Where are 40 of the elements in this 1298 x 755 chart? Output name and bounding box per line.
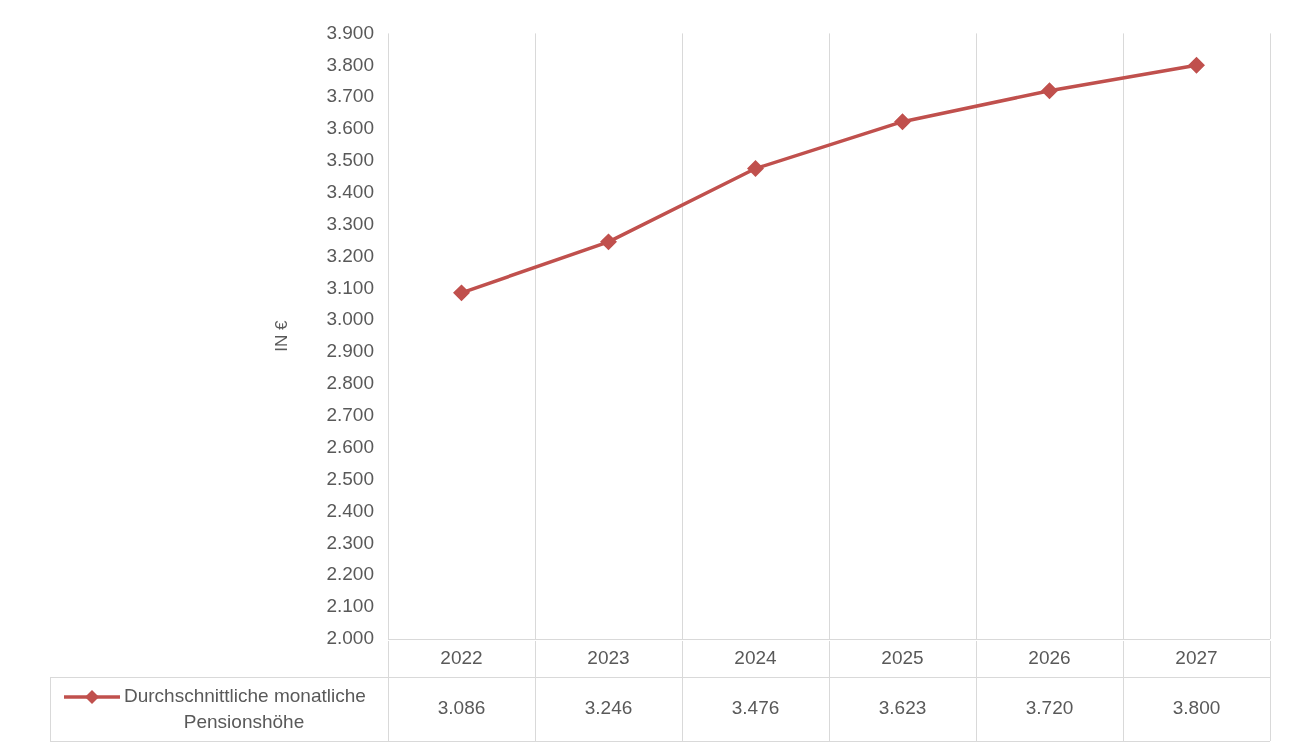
y-tick-label: 2.100 xyxy=(326,595,374,617)
data-label: 3.086 xyxy=(437,697,486,719)
point xyxy=(747,160,764,177)
y-tick-label: 3.200 xyxy=(326,244,374,266)
point xyxy=(1041,83,1058,99)
y-tick-label: 2.900 xyxy=(326,340,374,362)
x-tick-label: 2024 xyxy=(734,646,778,668)
data-label: 3.476 xyxy=(731,697,780,719)
data-label: 3.720 xyxy=(1025,697,1074,719)
y-tick-label: 3.600 xyxy=(326,117,374,139)
x-tick-label: 2025 xyxy=(881,646,924,668)
y-tick-label: 2.400 xyxy=(326,499,374,521)
y-tick-label: 3.100 xyxy=(326,276,374,298)
y-tick-label: 2.800 xyxy=(326,372,374,394)
x-tick-label: 2023 xyxy=(587,646,630,668)
x-tick-label: 2027 xyxy=(1175,646,1218,668)
y-axis-title: IN € xyxy=(271,320,291,352)
y-tick-label: 2.000 xyxy=(326,627,374,649)
y-tick-label: 3.000 xyxy=(326,308,374,330)
data-label: 3.623 xyxy=(878,697,927,719)
y-tick-label: 3.900 xyxy=(326,21,374,43)
legend-label: Durchschnittliche monatliche Pensionshöhe xyxy=(124,685,366,733)
point xyxy=(453,285,470,301)
data-label: 3.246 xyxy=(584,697,633,719)
x-tick-label: 2026 xyxy=(1028,646,1071,668)
point xyxy=(894,113,911,130)
point xyxy=(600,234,617,250)
x-tick-label: 2022 xyxy=(440,646,483,668)
y-tick-label: 2.300 xyxy=(326,531,374,553)
y-tick-label: 3.400 xyxy=(326,181,374,202)
y-tick-label: 3.300 xyxy=(326,212,374,234)
y-tick-label: 2.500 xyxy=(326,467,374,489)
y-tick-label: 2.600 xyxy=(326,435,374,457)
y-tick-label: 3.500 xyxy=(326,149,374,171)
y-tick-label: 3.800 xyxy=(326,53,374,75)
y-tick-label: 3.700 xyxy=(326,85,374,107)
y-tick-label: 2.200 xyxy=(326,563,374,585)
y-tick-label: 2.700 xyxy=(326,404,374,426)
point xyxy=(1188,57,1205,74)
data-label: 3.800 xyxy=(1172,697,1221,719)
